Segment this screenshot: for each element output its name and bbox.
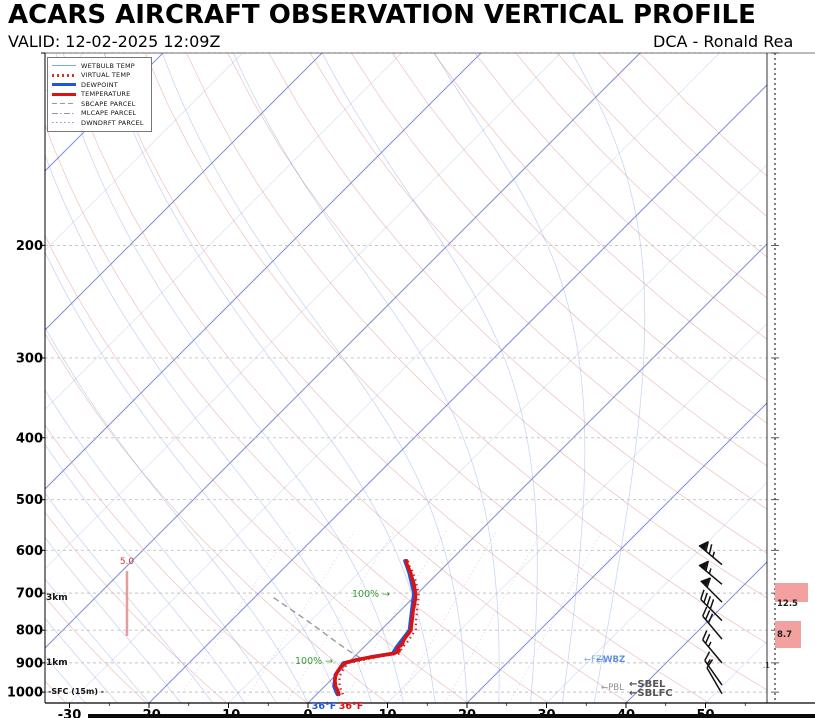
wind-barb [698,541,723,566]
sbcape-line-sample [52,103,76,105]
page-title: ACARS AIRCRAFT OBSERVATION VERTICAL PROF… [8,0,756,30]
wind-barb [702,630,723,664]
legend-item: DEWPOINT [52,80,144,90]
moist-adiabats [45,53,646,703]
temp-tick-label: -10 [217,708,241,718]
virtual-temp-line [338,560,420,695]
legend-item: VIRTUAL TEMP [52,71,144,81]
isotherms [45,53,767,703]
pressure-tick-label: 600 [16,544,43,559]
temp-tick-label: 20 [458,708,476,718]
cape-value-label: 5.0 [120,557,135,567]
legend-item-label: MLCAPE PARCEL [81,109,137,118]
mixing-ratio-lines [175,531,603,703]
legend-item: SBCAPE PARCEL [52,99,144,109]
pressure-tick-label: 300 [16,351,43,366]
pressure-tick-label: 700 [16,587,43,602]
sbcape-parcel-line [271,595,362,659]
legend: WETBULB TEMP VIRTUAL TEMP DEWPOINT TEMPERAT… [47,57,152,132]
wind-barbs [698,541,723,695]
wind-barb [700,577,723,603]
wbz-label: ←WBZ [596,655,625,665]
height-label-1km: 1km [46,658,68,668]
panel-value-12-5: 12.5 [777,599,798,609]
legend-item-label: TEMPERATURE [81,90,131,99]
height-label-3km: 3km [46,593,68,603]
station-name: DCA - Ronald Rea [653,32,794,51]
sblfc-label: ←SBLFC [629,688,673,699]
dry-adiabats [45,53,767,703]
temp-tick-label: 10 [378,708,396,718]
side-panel-box [775,583,808,602]
legend-item-label: SBCAPE PARCEL [81,99,136,108]
pressure-tick-label: 1000 [7,686,43,701]
pressure-tick-label: 800 [16,624,43,639]
wind-barb [704,651,723,686]
temp-tick-label: 40 [617,708,635,718]
dewpoint-line-sample [52,83,76,87]
panel-value-8-7: 8.7 [777,630,792,640]
temp-tick-label: -20 [137,708,161,718]
pressure-tick-label: 500 [16,493,43,508]
wind-barb [700,589,723,622]
side-panel-box [775,621,801,648]
legend-item-label: VIRTUAL TEMP [81,71,131,80]
annotations: 5.0 3km 1km -SFC (15m) - 100% → 100% → ←PBL ←SB… [46,557,798,712]
sounding-profiles [271,559,420,697]
wetbulb-line-sample [52,65,76,67]
rh-100-label-900: 100% → [295,656,333,667]
virtual-line-sample [52,73,76,77]
pbl-label: ←PBL [601,683,624,693]
wind-barb [698,560,723,585]
temperature-line [333,559,418,697]
temp-tick-label: 30 [537,708,555,718]
dwndrft-line-sample [52,122,76,124]
side-panel [775,583,808,648]
wind-barb [702,606,723,640]
temp-tick-label: 50 [696,708,714,718]
skewt-background [45,53,767,703]
legend-item: MLCAPE PARCEL [52,109,144,119]
plot-frame [41,52,815,704]
fzl-label: ←FZL [584,655,607,665]
valid-timestamp: VALID: 12-02-2025 12:09Z [8,32,221,51]
wind-barb [706,659,723,695]
temp-tick-label: -30 [58,708,82,718]
sbel-label: ←SBEL [629,679,666,690]
surface-temp-value: 36°F [339,701,363,712]
legend-item-label: WETBULB TEMP [81,61,135,70]
panel-value-0-1: .1 [763,661,770,670]
rh-100-label-700: 100% → [352,589,390,600]
footer-bar [88,714,815,718]
legend-item: DWNDRFT PARCEL [52,118,144,128]
legend-item: TEMPERATURE [52,90,144,100]
legend-item-label: DEWPOINT [81,80,118,89]
surface-dewpoint-value: 36°F [312,701,336,712]
temperature-line-sample [52,92,76,96]
legend-item-label: DWNDRFT PARCEL [81,118,144,127]
dewpoint-line [332,559,416,697]
temp-tick-label: 0 [303,708,312,718]
pressure-tick-label: 200 [16,239,43,254]
mlcape-line-sample [52,112,76,114]
pressure-tick-label: 400 [16,431,43,446]
wetbulb-line [334,560,416,695]
pressure-tick-label: 900 [16,656,43,671]
axis-labels: 200 300 400 500 600 700 800 900 1000 -30 -20 -10 0 10… [7,239,746,718]
legend-item: WETBULB TEMP [52,61,144,71]
surface-height-label: -SFC (15m) - [48,687,104,696]
